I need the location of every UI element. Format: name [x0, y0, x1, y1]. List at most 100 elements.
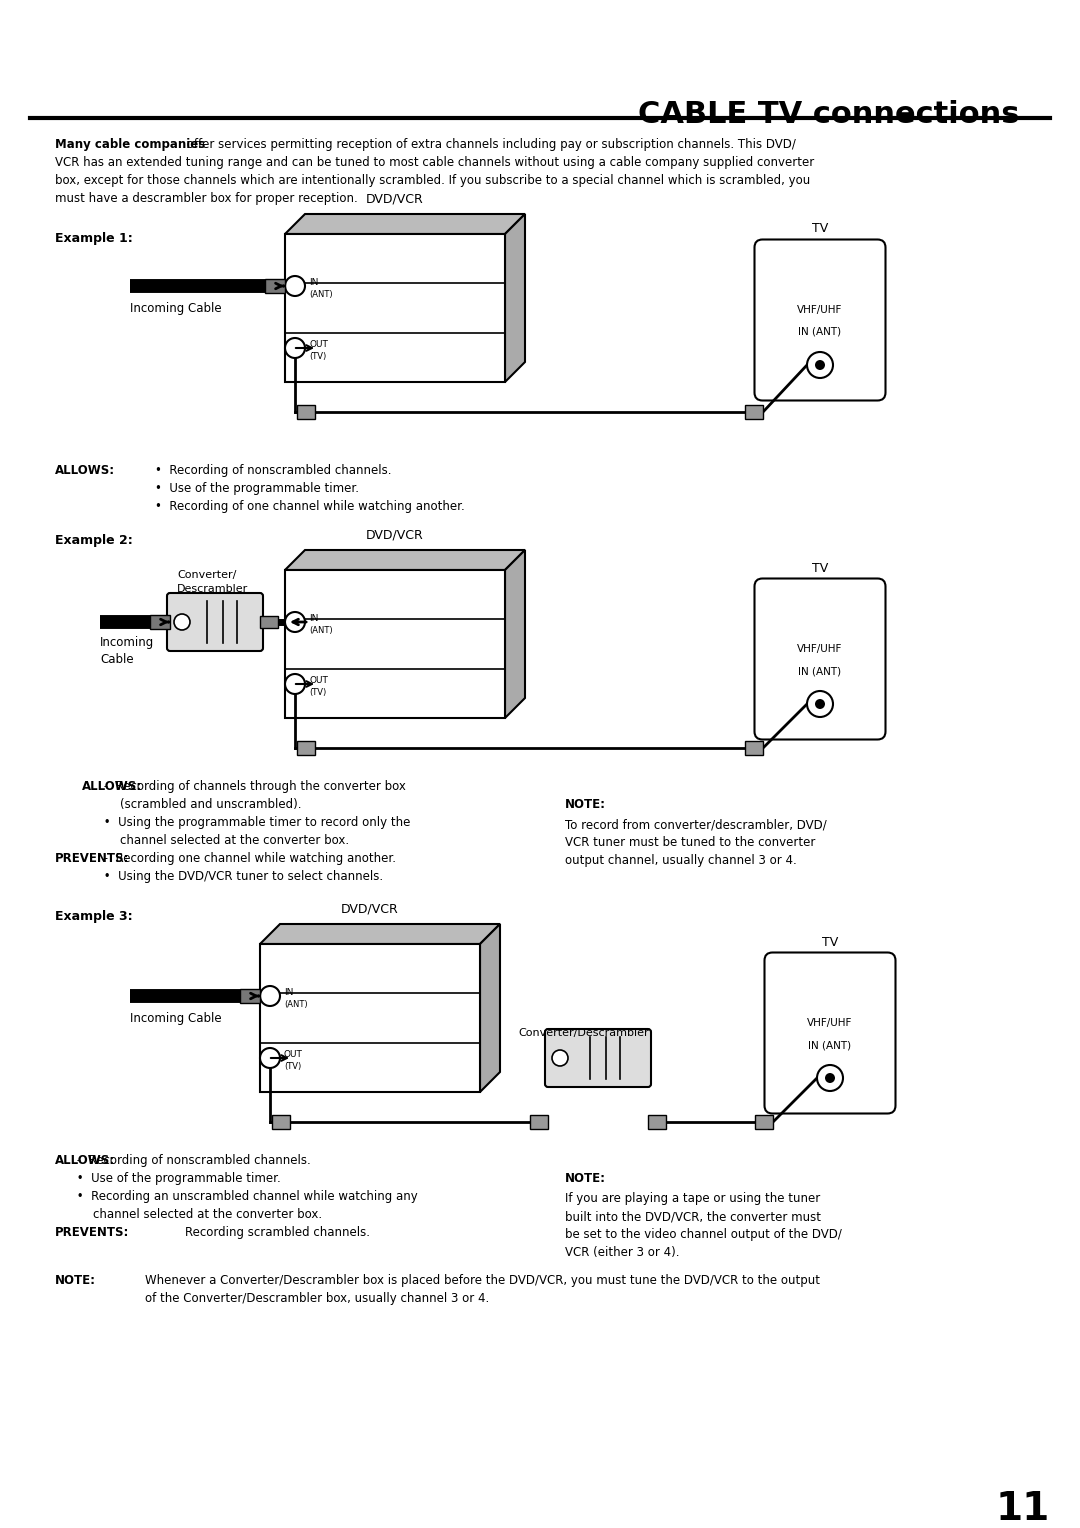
Bar: [745, 741, 762, 755]
Text: (ANT): (ANT): [284, 999, 308, 1008]
Text: •  Using the DVD/VCR tuner to select channels.: • Using the DVD/VCR tuner to select chan…: [100, 869, 383, 883]
Circle shape: [285, 338, 305, 358]
Text: (TV): (TV): [309, 351, 326, 361]
Text: Incoming
Cable: Incoming Cable: [100, 636, 154, 666]
Text: (ANT): (ANT): [309, 626, 333, 636]
Text: PREVENTS:: PREVENTS:: [55, 853, 130, 865]
Polygon shape: [480, 924, 500, 1093]
Bar: [272, 1115, 291, 1129]
Text: ALLOWS:: ALLOWS:: [82, 779, 143, 793]
Text: Converter/: Converter/: [177, 570, 237, 581]
Text: PREVENTS:: PREVENTS:: [55, 1225, 130, 1239]
Text: VCR tuner must be tuned to the converter: VCR tuner must be tuned to the converter: [565, 836, 815, 850]
Circle shape: [816, 1065, 843, 1091]
Text: IN (ANT): IN (ANT): [798, 666, 841, 675]
Text: •  Recording an unscrambled channel while watching any: • Recording an unscrambled channel while…: [73, 1190, 418, 1203]
Text: of the Converter/Descrambler box, usually channel 3 or 4.: of the Converter/Descrambler box, usuall…: [145, 1293, 489, 1305]
Text: •  Using the programmable timer to record only the: • Using the programmable timer to record…: [100, 816, 410, 830]
Polygon shape: [285, 570, 505, 718]
Text: -  Recording one channel while watching another.: - Recording one channel while watching a…: [100, 853, 396, 865]
Circle shape: [825, 1073, 835, 1083]
Polygon shape: [505, 214, 525, 382]
Circle shape: [815, 361, 825, 370]
Bar: [745, 405, 762, 419]
FancyBboxPatch shape: [545, 1028, 651, 1086]
Circle shape: [815, 698, 825, 709]
Text: NOTE:: NOTE:: [55, 1274, 96, 1287]
Text: Incoming Cable: Incoming Cable: [130, 1012, 221, 1025]
Text: TV: TV: [812, 561, 828, 575]
Text: (scrambled and unscrambled).: (scrambled and unscrambled).: [120, 798, 301, 811]
Text: •  Recording of one channel while watching another.: • Recording of one channel while watchin…: [156, 500, 464, 513]
Text: Whenever a Converter/Descrambler box is placed before the DVD/VCR, you must tune: Whenever a Converter/Descrambler box is …: [145, 1274, 820, 1287]
Circle shape: [285, 277, 305, 296]
Text: must have a descrambler box for proper reception.: must have a descrambler box for proper r…: [55, 193, 357, 205]
Polygon shape: [260, 924, 500, 944]
Text: •  Recording of nonscrambled channels.: • Recording of nonscrambled channels.: [156, 465, 391, 477]
Text: (TV): (TV): [284, 1062, 301, 1071]
Text: offer services permitting reception of extra channels including pay or subscript: offer services permitting reception of e…: [183, 138, 796, 151]
Bar: [265, 280, 285, 293]
Circle shape: [174, 614, 190, 630]
Text: IN: IN: [309, 614, 319, 623]
Text: Recording scrambled channels.: Recording scrambled channels.: [185, 1225, 370, 1239]
Text: OUT: OUT: [309, 675, 328, 685]
Text: IN: IN: [284, 989, 294, 996]
Text: IN (ANT): IN (ANT): [798, 327, 841, 338]
Circle shape: [260, 1048, 280, 1068]
Text: DVD/VCR: DVD/VCR: [341, 903, 399, 915]
Text: TV: TV: [822, 935, 838, 949]
Circle shape: [260, 986, 280, 1005]
Text: VHF/UHF: VHF/UHF: [808, 1018, 853, 1028]
Text: channel selected at the converter box.: channel selected at the converter box.: [120, 834, 349, 847]
Text: Incoming Cable: Incoming Cable: [130, 303, 221, 315]
Polygon shape: [505, 550, 525, 718]
Text: OUT: OUT: [284, 1050, 302, 1059]
Text: VHF/UHF: VHF/UHF: [797, 306, 842, 315]
Text: •  Use of the programmable timer.: • Use of the programmable timer.: [73, 1172, 281, 1186]
Text: -  Recording of nonscrambled channels.: - Recording of nonscrambled channels.: [73, 1154, 311, 1167]
FancyBboxPatch shape: [755, 579, 886, 740]
Bar: [530, 1115, 548, 1129]
Text: If you are playing a tape or using the tuner: If you are playing a tape or using the t…: [565, 1192, 820, 1206]
Text: Example 2:: Example 2:: [55, 533, 133, 547]
Text: be set to the video channel output of the DVD/: be set to the video channel output of th…: [565, 1229, 842, 1241]
Text: output channel, usually channel 3 or 4.: output channel, usually channel 3 or 4.: [565, 854, 797, 866]
Text: VCR has an extended tuning range and can be tuned to most cable channels without: VCR has an extended tuning range and can…: [55, 156, 814, 170]
Circle shape: [807, 351, 833, 377]
Text: CABLE TV connections: CABLE TV connections: [638, 99, 1020, 128]
Text: DVD/VCR: DVD/VCR: [366, 529, 423, 542]
Circle shape: [285, 613, 305, 633]
Text: (ANT): (ANT): [309, 290, 333, 299]
Circle shape: [807, 691, 833, 717]
Bar: [297, 741, 315, 755]
Bar: [648, 1115, 666, 1129]
Text: To record from converter/descrambler, DVD/: To record from converter/descrambler, DV…: [565, 817, 827, 831]
FancyBboxPatch shape: [755, 240, 886, 400]
Text: ALLOWS:: ALLOWS:: [55, 1154, 116, 1167]
Text: channel selected at the converter box.: channel selected at the converter box.: [93, 1209, 322, 1221]
Text: DVD/VCR: DVD/VCR: [366, 193, 423, 206]
Text: box, except for those channels which are intentionally scrambled. If you subscri: box, except for those channels which are…: [55, 174, 810, 186]
Bar: [260, 616, 278, 628]
Text: TV: TV: [812, 223, 828, 235]
Circle shape: [285, 674, 305, 694]
FancyBboxPatch shape: [167, 593, 264, 651]
Text: Example 1:: Example 1:: [55, 232, 133, 244]
Text: (TV): (TV): [309, 688, 326, 697]
Text: NOTE:: NOTE:: [565, 1172, 606, 1186]
Text: Many cable companies: Many cable companies: [55, 138, 205, 151]
Text: built into the DVD/VCR, the converter must: built into the DVD/VCR, the converter mu…: [565, 1210, 821, 1222]
Bar: [297, 405, 315, 419]
Polygon shape: [260, 944, 480, 1093]
Text: NOTE:: NOTE:: [565, 798, 606, 811]
Text: IN (ANT): IN (ANT): [809, 1041, 851, 1050]
Text: -  Recording of channels through the converter box: - Recording of channels through the conv…: [100, 779, 406, 793]
Text: Descrambler: Descrambler: [177, 584, 248, 594]
Text: •  Use of the programmable timer.: • Use of the programmable timer.: [156, 481, 359, 495]
FancyBboxPatch shape: [765, 952, 895, 1114]
Bar: [240, 989, 260, 1002]
Text: IN: IN: [309, 278, 319, 287]
Bar: [755, 1115, 773, 1129]
Polygon shape: [285, 214, 525, 234]
